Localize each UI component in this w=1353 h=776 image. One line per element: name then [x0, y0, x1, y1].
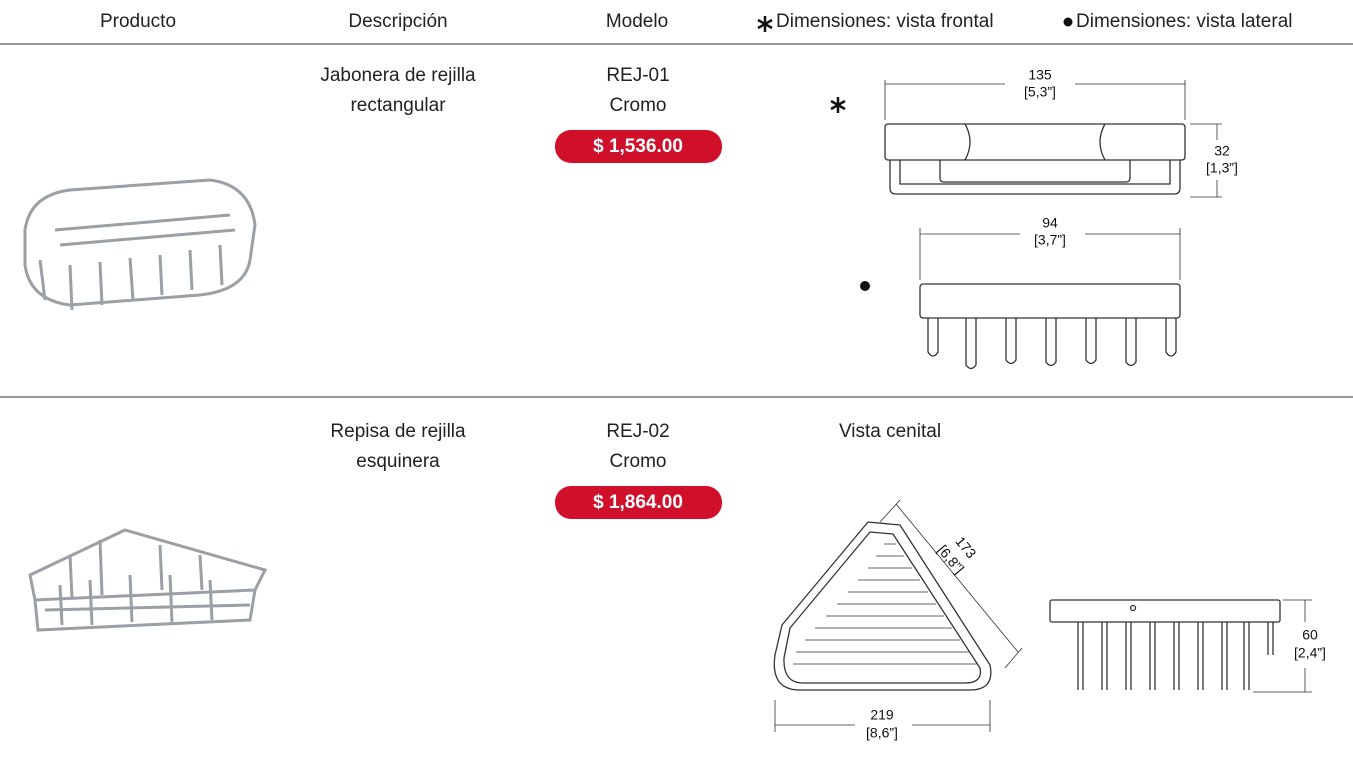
- dot-icon: [860, 281, 870, 291]
- dimension-label: 60: [1302, 627, 1318, 643]
- column-header: Producto: [100, 11, 176, 32]
- star-icon: [757, 16, 773, 32]
- price: $ 1,864.00: [593, 492, 683, 513]
- dimension-label: 94: [1042, 215, 1058, 231]
- description: Jabonera de rejilla: [320, 65, 476, 86]
- front-view-drawing: [884, 80, 1222, 198]
- description: Repisa de rejilla: [330, 421, 466, 442]
- description: rectangular: [350, 95, 446, 116]
- column-header: Modelo: [606, 11, 668, 32]
- finish: Cromo: [609, 95, 666, 116]
- price: $ 1,536.00: [593, 136, 683, 157]
- price-badge: [555, 130, 722, 163]
- model: REJ-02: [606, 421, 669, 442]
- column-header: Dimensiones: vista lateral: [1076, 11, 1292, 32]
- dimension-label: [3,7”]: [1034, 232, 1066, 248]
- description: esquinera: [356, 451, 440, 472]
- column-header: Dimensiones: vista frontal: [776, 11, 994, 32]
- product-image: [23, 178, 257, 311]
- dimension-label: [8,6”]: [866, 725, 898, 741]
- dimension-label: 219: [870, 707, 894, 723]
- dimension-label: [2,4”]: [1294, 645, 1326, 661]
- view-label: Vista cenital: [839, 421, 941, 442]
- product-image: [28, 528, 268, 632]
- dot-icon: [1063, 17, 1073, 27]
- finish: Cromo: [609, 451, 666, 472]
- star-icon: [830, 97, 846, 113]
- dimension-label: [5,3”]: [1024, 84, 1056, 100]
- dimension-label: [1,3”]: [1206, 160, 1238, 176]
- side-view-drawing: [1049, 599, 1312, 693]
- side-view-drawing: [919, 228, 1181, 370]
- price-badge: [555, 486, 722, 519]
- top-view-drawing: [773, 499, 1023, 732]
- column-header: Descripción: [348, 11, 447, 32]
- dimension-label: 135: [1028, 67, 1052, 83]
- model: REJ-01: [606, 65, 669, 86]
- dimension-label: 32: [1214, 143, 1230, 159]
